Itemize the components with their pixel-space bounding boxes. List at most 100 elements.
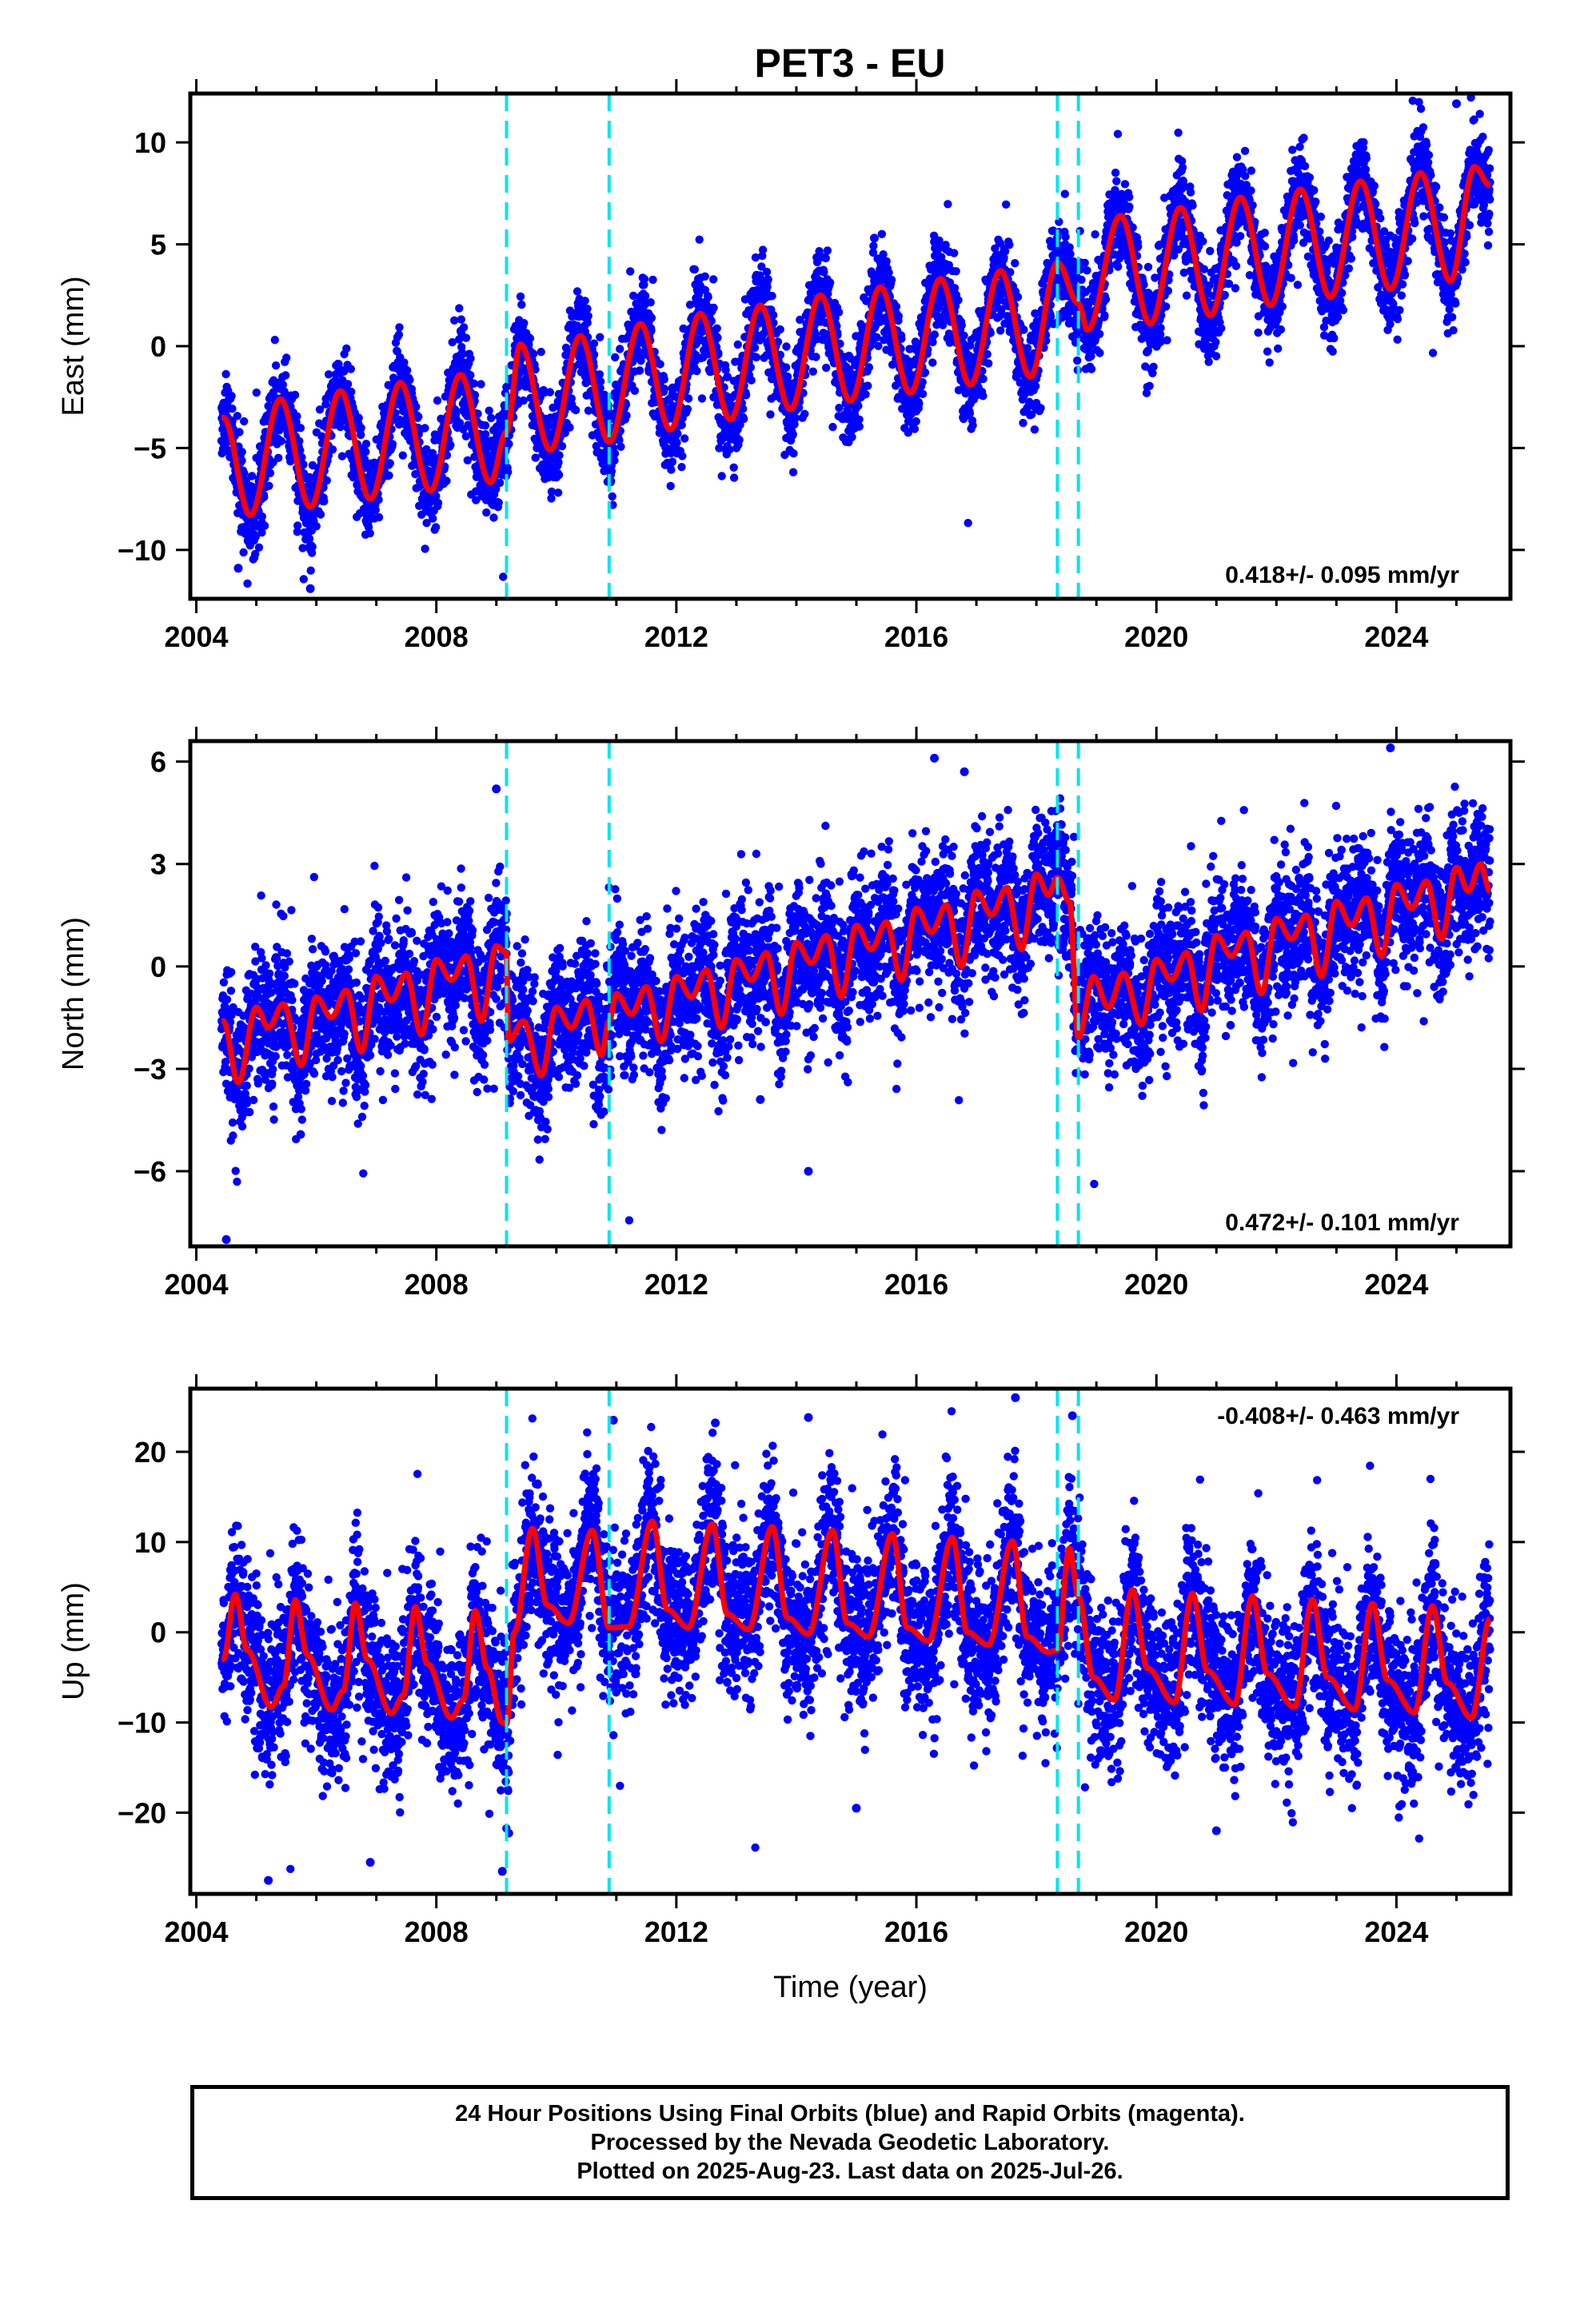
data-point [571,405,581,415]
data-point [494,498,503,507]
data-point [912,417,920,426]
data-point [647,313,656,322]
data-point [640,274,649,284]
data-point [422,444,431,454]
data-point [636,357,645,365]
data-point [557,441,567,451]
data-point [822,363,831,373]
data-point [828,422,837,432]
data-point [1125,193,1134,201]
data-point [431,523,441,532]
data-point [584,406,593,415]
data-point [472,496,481,504]
data-point [1111,168,1120,177]
data-point [1134,242,1143,251]
data-point [477,380,485,389]
data-point [741,391,751,400]
data-point [265,468,275,477]
data-point [235,428,244,436]
data-point [864,363,874,372]
data-point [834,308,844,317]
data-point [763,282,772,292]
data-point [1145,381,1154,390]
data-point [317,432,326,440]
data-point [957,321,966,330]
data-point [635,366,644,375]
data-point [414,413,423,421]
data-point [237,456,246,465]
data-point [221,369,230,379]
data-point [704,293,712,301]
data-point [766,410,775,419]
data-point [354,413,363,422]
data-point [616,442,625,451]
data-point [346,365,355,373]
data-point [769,311,778,320]
data-point [869,241,878,250]
data-point [277,436,286,445]
data-point [374,495,383,504]
data-point [361,447,370,456]
data-point [554,470,564,480]
data-point [897,334,906,343]
data-point [252,388,261,397]
data-point [776,325,784,334]
data-point [433,498,443,508]
data-point [374,512,384,522]
data-point [299,460,308,469]
data-point [1095,329,1104,338]
data-point [733,340,742,349]
data-point [537,348,545,357]
data-point [965,409,975,418]
data-point [678,452,687,460]
data-point [1114,262,1123,271]
data-point [892,302,901,311]
data-point [1091,230,1099,239]
data-point [567,394,576,403]
data-point [596,377,605,386]
data-point [713,333,722,342]
data-point [308,542,317,552]
data-point [622,411,631,420]
data-point [695,235,704,244]
data-point [505,440,513,448]
data-point [864,381,872,390]
data-point [596,384,604,393]
data-point [887,275,896,285]
data-point [1002,200,1011,209]
data-point [295,436,304,445]
data-point [667,465,676,474]
data-point [293,528,301,536]
data-point [826,278,835,287]
data-point [709,303,718,313]
data-point [315,405,325,414]
data-point [251,532,260,541]
data-point [1077,275,1086,285]
data-point [700,272,709,281]
data-point [466,354,475,363]
data-point [487,413,496,423]
data-point [944,200,952,209]
data-point [470,390,480,400]
data-point [626,267,635,276]
data-point [1019,325,1028,334]
data-point [1031,381,1040,391]
data-point [243,579,252,588]
data-point [592,441,600,451]
data-point [305,472,314,482]
data-point [712,324,721,333]
data-point [800,409,809,418]
data-point [1101,295,1111,304]
data-point [1005,241,1014,249]
data-point [281,371,290,380]
data-point [735,436,744,444]
data-point [673,429,682,438]
data-point [433,396,442,405]
data-point [531,453,540,462]
data-point [915,399,924,409]
data-point [821,253,831,263]
data-point [928,358,937,367]
data-point [428,448,437,457]
data-point [1120,180,1130,189]
data-point [391,409,400,417]
